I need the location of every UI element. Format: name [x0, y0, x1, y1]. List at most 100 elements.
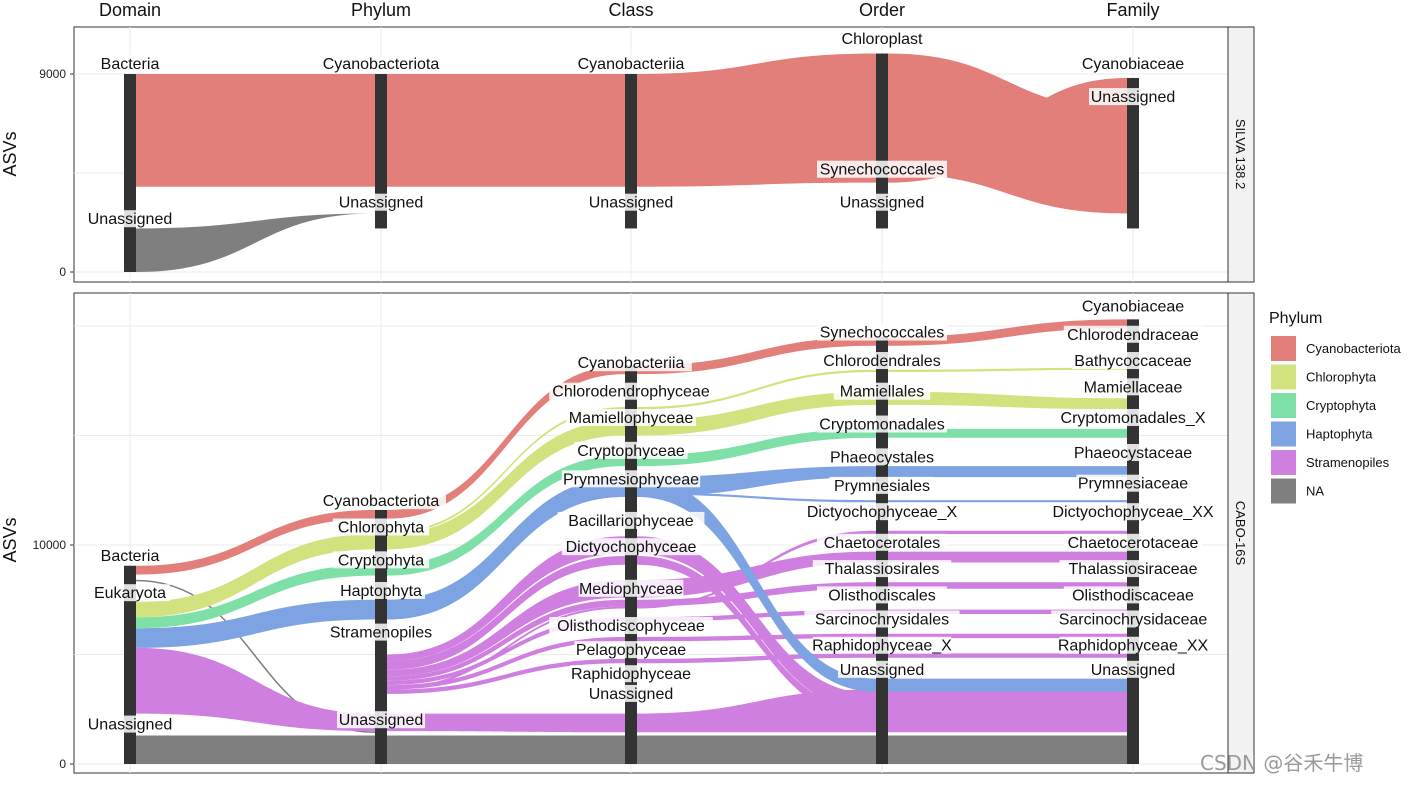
stratum-label: Prymnesiaceae — [1078, 476, 1188, 493]
stratum-label-bg — [94, 546, 166, 564]
stratum-class — [625, 74, 637, 229]
stratum-label-bg — [829, 476, 935, 494]
stratum-label-bg — [817, 586, 947, 604]
stratum-label: Cyanobacteriia — [578, 56, 685, 73]
stratum-label: Prymnesiophyceae — [563, 471, 699, 488]
stratum-label: Thalassiosiraceae — [1069, 561, 1198, 578]
stratum-label: Dictyochophyceae — [566, 539, 697, 556]
y-tick-label: 0 — [59, 265, 66, 279]
flow-hapto-12 — [375, 466, 1139, 620]
stratum-label: Unassigned — [339, 195, 424, 212]
stratum-label-bg — [557, 511, 705, 529]
stratum-label-bg — [332, 551, 430, 569]
stratum-label: Olisthodiscales — [828, 587, 936, 604]
stratum-label-bg — [1080, 378, 1186, 396]
panel-silva: Bacteria Unassigned Cyanobacteriota Unassig… — [0, 26, 1255, 283]
stratum-label-bg — [86, 210, 174, 228]
stratum-label: Dictyochophyceae_XX — [1053, 504, 1214, 521]
panel-silva-strip — [1227, 26, 1255, 283]
stratum-label-bg — [574, 641, 688, 659]
stratum-label-bg — [1051, 503, 1215, 521]
stratum-label-bg — [94, 55, 166, 73]
y-tick-label: 10000 — [33, 538, 67, 552]
stratum-label: Cryptomonadales_X — [1061, 410, 1206, 427]
stratum-label: Chlorodendrales — [823, 353, 940, 370]
stratum-label-bg — [804, 610, 960, 628]
stratum-label: Thalassiosirales — [825, 561, 940, 578]
stratum-label: Mamiellaceae — [1084, 379, 1183, 396]
panel-cabo-ylabel: ASVs — [0, 517, 20, 562]
stratum-label-bg — [812, 560, 952, 578]
stratum-label-bg — [1059, 560, 1207, 578]
legend: Phylum Cyanobacteriota Chlorophyta Cryptop… — [1269, 310, 1401, 504]
stratum-label-bg — [316, 492, 446, 510]
stratum-label: Cryptophyceae — [577, 443, 685, 460]
stratum-label-bg — [817, 160, 947, 178]
stratum-label-bg — [817, 415, 947, 433]
stratum-label: Unassigned — [1091, 89, 1176, 106]
stratum-label: Raphidophyceae_X — [812, 638, 952, 655]
panel-silva-ylabel: ASVs — [0, 131, 20, 176]
stratum-label-bg — [332, 518, 430, 536]
stratum-order — [876, 53, 888, 229]
flow-chloro-16 — [375, 367, 1139, 535]
flow-crypto-14 — [124, 428, 1139, 629]
stratum-label-bg — [578, 579, 684, 597]
stratum-label: Chloroplast — [842, 31, 923, 48]
flow-stram-6 — [375, 582, 1139, 681]
panel-cabo-ticks: 0 10000 — [33, 538, 74, 771]
stratum-class — [625, 365, 637, 764]
watermark: CSDN @谷禾牛博 — [1200, 751, 1363, 775]
stratum-label: Cyanobacteriota — [323, 56, 440, 73]
axis-headers: Domain Phylum Class Order Family — [99, 0, 1160, 20]
stratum-label: Unassigned — [88, 211, 173, 228]
flow-chloro-15 — [124, 391, 1139, 618]
stratum-label: Unassigned — [589, 686, 674, 703]
flow-stram-3 — [375, 536, 888, 712]
stratum-label: Cyanobiaceae — [1082, 56, 1184, 73]
panel-cabo-labels: Bacteria Eukaryota Unassigned Cyanobacterio… — [86, 297, 1215, 734]
stratum-label: Bacteria — [101, 56, 160, 73]
panel-silva-labels: Bacteria Unassigned Cyanobacteriota Unassig… — [86, 29, 1186, 228]
stratum-label-bg — [1063, 533, 1203, 551]
legend-label-haptophyta: Haptophyta — [1306, 427, 1373, 442]
stratum-label-bg — [90, 584, 170, 602]
stratum-family — [1127, 77, 1139, 229]
stratum-label: Bacteria — [101, 548, 160, 565]
stratum-label: Unassigned — [339, 712, 424, 729]
stratum-label: Sarcinochrysidales — [815, 611, 949, 628]
stratum-label: Mediophyceae — [579, 581, 683, 598]
stratum-label-bg — [316, 55, 446, 73]
stratum-label-bg — [804, 503, 960, 521]
stratum-label: Raphidophyceae — [571, 666, 691, 683]
stratum-label: Unassigned — [840, 662, 925, 679]
stratum-label-bg — [825, 448, 939, 466]
stratum-label: Phaeocystales — [830, 449, 934, 466]
flow-stram-5 — [375, 551, 1139, 677]
legend-label-cryptophyta: Cryptophyta — [1306, 398, 1377, 413]
panel-silva-strip-label: SILVA 138.2 — [1233, 119, 1248, 189]
stratum-label-bg — [570, 354, 692, 372]
y-tick-label: 0 — [59, 757, 66, 771]
stratum-label-bg — [833, 382, 931, 400]
stratum-label: Mamiellophyceae — [569, 410, 694, 427]
stratum-label: Raphidophyceae_XX — [1058, 638, 1209, 655]
axis-header-phylum: Phylum — [351, 0, 411, 20]
axis-header-order: Order — [859, 0, 905, 20]
stratum-label: Pelagophyceae — [576, 642, 686, 659]
stratum-label: Cyanobiaceae — [1082, 298, 1184, 315]
stratum-label: Mamiellales — [840, 384, 924, 401]
axis-header-domain: Domain — [99, 0, 161, 20]
stratum-label: Unassigned — [840, 195, 925, 212]
stratum-label: Unassigned — [88, 717, 173, 734]
legend-label-na: NA — [1306, 484, 1324, 499]
stratum-label-bg — [86, 715, 174, 733]
legend-swatch-chlorophyta — [1271, 364, 1296, 390]
stratum-label-bg — [838, 660, 926, 678]
stratum-label: Bacillariophyceae — [568, 513, 694, 530]
stratum-label-bg — [817, 323, 947, 341]
panel-silva-ticks: 0 9000 — [39, 67, 74, 279]
flow-stram-4 — [375, 555, 888, 721]
stratum-label-bg — [561, 538, 701, 556]
stratum-label: Synechococcales — [820, 162, 945, 179]
